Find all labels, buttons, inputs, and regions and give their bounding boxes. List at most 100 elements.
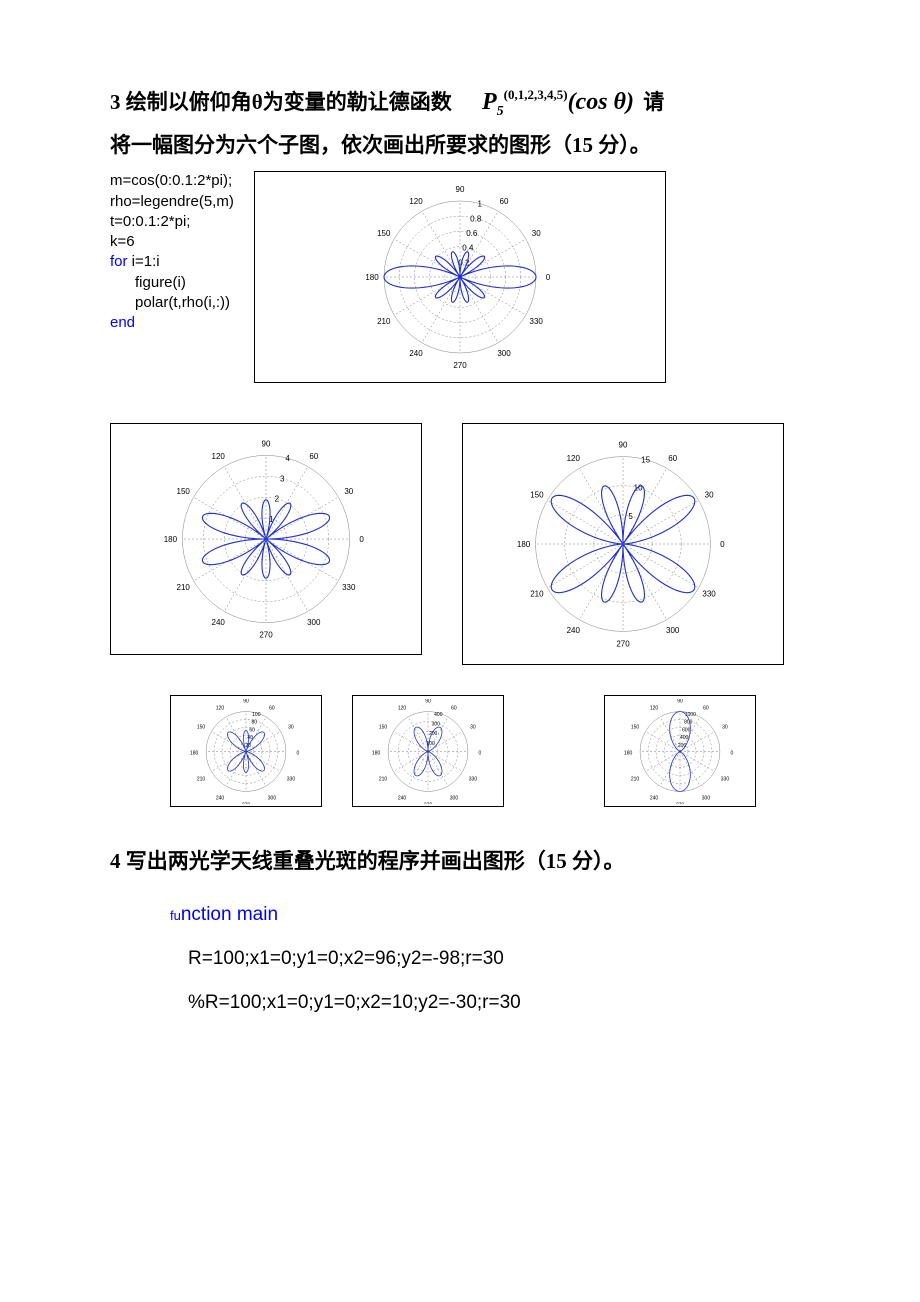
svg-text:240: 240 (650, 795, 659, 801)
svg-text:150: 150 (197, 725, 206, 731)
svg-text:120: 120 (567, 454, 581, 463)
svg-text:150: 150 (177, 488, 191, 497)
svg-text:330: 330 (287, 776, 296, 782)
q3-formula: P5(0,1,2,3,4,5)(cos θ) (482, 80, 634, 126)
svg-text:0.8: 0.8 (470, 215, 482, 224)
polar-svg-1: 0.20.40.60.81030609012015018021024027030… (265, 177, 655, 377)
svg-text:210: 210 (631, 776, 640, 782)
svg-text:330: 330 (529, 317, 543, 326)
q3-line2: 将一幅图分为六个子图，依次画出所要求的图形（15 分）。 (110, 133, 651, 157)
svg-text:300: 300 (702, 795, 711, 801)
svg-text:90: 90 (425, 699, 431, 705)
svg-text:240: 240 (216, 795, 225, 801)
svg-text:330: 330 (721, 776, 730, 782)
svg-text:30: 30 (532, 229, 541, 238)
svg-text:210: 210 (377, 317, 391, 326)
svg-text:300: 300 (497, 350, 511, 359)
q3-num: 3 绘制以俯仰角θ为变量的勒让德函数 (110, 90, 452, 114)
code-block-1: m=cos(0:0.1:2*pi); rho=legendre(5,m) t=0… (110, 171, 234, 333)
svg-text:240: 240 (409, 350, 423, 359)
svg-text:60: 60 (249, 727, 255, 733)
svg-text:150: 150 (377, 229, 391, 238)
svg-text:330: 330 (702, 590, 716, 599)
svg-text:270: 270 (676, 802, 685, 804)
svg-text:120: 120 (409, 197, 423, 206)
svg-text:90: 90 (455, 185, 464, 194)
q4-code-l2: R=100;x1=0;y1=0;x2=96;y2=-98;r=30 (188, 937, 810, 981)
svg-text:150: 150 (379, 725, 388, 731)
q3-suffix: 请 (643, 90, 664, 114)
svg-text:0: 0 (546, 273, 551, 282)
svg-text:120: 120 (212, 453, 226, 462)
svg-text:15: 15 (641, 456, 650, 465)
svg-text:400: 400 (680, 735, 689, 741)
svg-text:60: 60 (668, 454, 677, 463)
svg-text:180: 180 (624, 750, 633, 756)
svg-text:210: 210 (177, 583, 191, 592)
svg-text:1: 1 (477, 200, 482, 209)
svg-text:120: 120 (216, 706, 225, 712)
svg-text:0: 0 (359, 535, 364, 544)
svg-text:240: 240 (398, 795, 407, 801)
svg-text:30: 30 (705, 491, 714, 500)
svg-text:330: 330 (469, 776, 478, 782)
svg-text:270: 270 (259, 631, 273, 640)
svg-text:60: 60 (499, 197, 508, 206)
svg-text:180: 180 (517, 540, 531, 549)
svg-text:150: 150 (631, 725, 640, 731)
svg-text:0: 0 (731, 750, 734, 756)
polar-chart-6: 2004006008001000030609012015018021024027… (604, 695, 756, 807)
q4-code-l3: %R=100;x1=0;y1=0;x2=10;y2=-30;r=30 (188, 981, 810, 1025)
row-1: m=cos(0:0.1:2*pi); rho=legendre(5,m) t=0… (110, 171, 810, 383)
svg-text:300: 300 (432, 722, 441, 728)
svg-text:100: 100 (252, 712, 261, 718)
svg-text:0: 0 (479, 750, 482, 756)
polar-svg-3: 510150306090120150180210240270300330 (473, 429, 773, 659)
svg-text:60: 60 (309, 453, 318, 462)
svg-text:300: 300 (268, 795, 277, 801)
svg-text:180: 180 (164, 535, 178, 544)
polar-chart-1: 0.20.40.60.81030609012015018021024027030… (254, 171, 666, 383)
polar-svg-2: 12340306090120150180210240270300330 (121, 429, 411, 649)
svg-text:300: 300 (450, 795, 459, 801)
svg-text:240: 240 (567, 627, 581, 636)
svg-text:60: 60 (451, 706, 457, 712)
svg-text:60: 60 (703, 706, 709, 712)
svg-text:600: 600 (682, 727, 691, 733)
svg-text:30: 30 (344, 488, 353, 497)
svg-text:30: 30 (470, 725, 476, 731)
svg-text:0.6: 0.6 (466, 229, 478, 238)
svg-text:30: 30 (722, 725, 728, 731)
svg-text:30: 30 (288, 725, 294, 731)
svg-text:0: 0 (297, 750, 300, 756)
svg-text:210: 210 (530, 590, 544, 599)
polar-chart-2: 12340306090120150180210240270300330 (110, 423, 422, 655)
svg-text:210: 210 (379, 776, 388, 782)
svg-text:90: 90 (243, 699, 249, 705)
svg-text:270: 270 (453, 361, 467, 370)
polar-chart-3: 510150306090120150180210240270300330 (462, 423, 784, 665)
svg-text:0.4: 0.4 (462, 244, 474, 253)
svg-text:270: 270 (242, 802, 251, 804)
polar-svg-5: 1002003004000306090120150180210240270300… (358, 699, 498, 804)
svg-text:0: 0 (720, 540, 725, 549)
svg-text:120: 120 (398, 706, 407, 712)
svg-text:5: 5 (628, 512, 633, 521)
svg-text:180: 180 (190, 750, 199, 756)
svg-text:270: 270 (424, 802, 433, 804)
q4-code-l1: function main (170, 893, 810, 937)
svg-text:90: 90 (619, 441, 628, 450)
svg-text:90: 90 (262, 440, 271, 449)
svg-text:90: 90 (677, 699, 683, 705)
svg-text:300: 300 (307, 618, 321, 627)
svg-text:210: 210 (197, 776, 206, 782)
q4-heading: 4 写出两光学天线重叠光斑的程序并画出图形（15 分）。 (110, 843, 810, 881)
svg-text:120: 120 (650, 706, 659, 712)
svg-text:240: 240 (212, 618, 226, 627)
q3-heading: 3 绘制以俯仰角θ为变量的勒让德函数 P5(0,1,2,3,4,5)(cos θ… (110, 80, 810, 165)
svg-text:3: 3 (280, 475, 285, 484)
svg-text:2: 2 (275, 495, 280, 504)
row-2: 12340306090120150180210240270300330 5101… (110, 423, 810, 665)
svg-text:300: 300 (666, 627, 680, 636)
svg-text:180: 180 (372, 750, 381, 756)
